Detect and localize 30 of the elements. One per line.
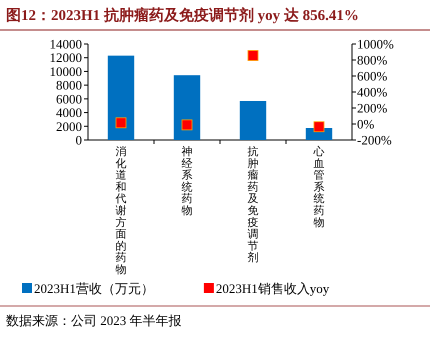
y-tick-label: 0 xyxy=(76,132,82,148)
legend-label: 2023H1销售收入yoy xyxy=(216,281,330,296)
point xyxy=(314,121,324,132)
y2-tick-label: 200% xyxy=(357,100,388,116)
y-tick-label: 6000 xyxy=(56,91,82,106)
y2-tick-label: 0% xyxy=(357,116,374,132)
y-tick-label: 2000 xyxy=(56,118,82,134)
y-tick-label: 10000 xyxy=(50,64,82,79)
y-tick-label: 12000 xyxy=(50,50,82,66)
y2-tick-label: -200% xyxy=(357,132,392,148)
chart-title: 图12：2023H1 抗肿瘤药及免疫调节剂 yoy 达 856.41% xyxy=(6,6,359,24)
y-tick-label: 4000 xyxy=(56,105,82,120)
y-tick-label: 8000 xyxy=(56,78,82,93)
point xyxy=(182,119,192,130)
y2-tick-label: 600% xyxy=(357,68,388,84)
point xyxy=(116,117,126,128)
y-tick-label: 14000 xyxy=(50,36,82,52)
y2-tick-label: 400% xyxy=(357,84,388,100)
y2-tick-label: 800% xyxy=(357,52,388,68)
x-tick-label: 神经系统药物 xyxy=(182,146,192,217)
x-tick-label: 心血管系统药物 xyxy=(314,146,324,229)
point xyxy=(248,50,258,61)
x-tick-label: 消化道和代谢方面的药物 xyxy=(116,146,126,276)
bar xyxy=(174,75,200,140)
bar xyxy=(240,100,266,140)
legend-label: 2023H1营收（万元） xyxy=(34,281,154,296)
y2-tick-label: 1000% xyxy=(357,36,394,52)
bar xyxy=(108,56,134,140)
source-note: 数据来源：公司 2023 年半年报 xyxy=(6,313,182,328)
x-tick-label: 抗肿瘤药及免疫调节剂 xyxy=(248,146,258,264)
